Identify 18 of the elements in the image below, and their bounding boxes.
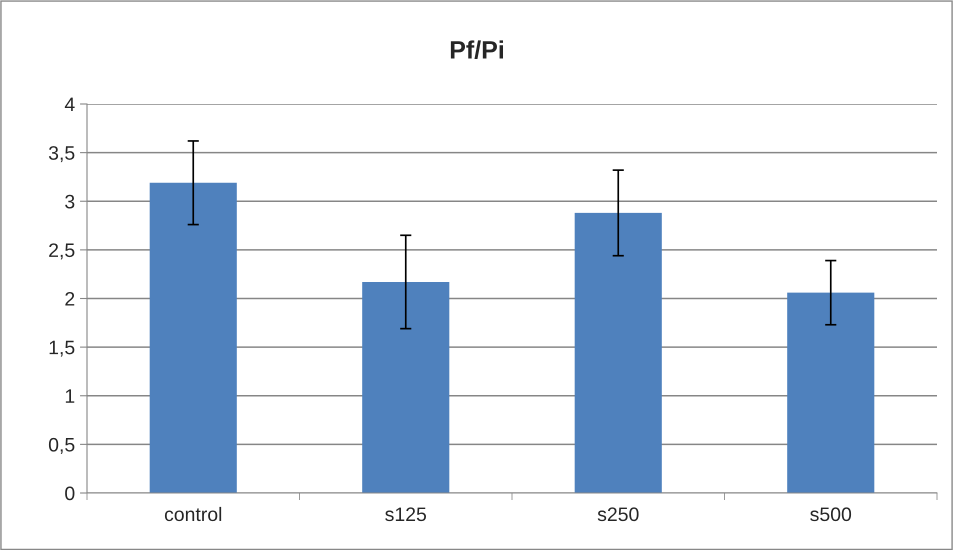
y-tick-label: 1,5 <box>50 340 74 357</box>
x-tick-label: control <box>164 506 222 522</box>
y-tick-label: 0,5 <box>48 438 74 454</box>
y-tick-label: 3 <box>65 194 74 208</box>
x-tick-label: s250 <box>598 507 639 522</box>
x-tick-label: s500 <box>810 507 852 522</box>
bar <box>362 282 450 493</box>
y-tick-label: 2 <box>65 292 74 306</box>
chart-title: Pf/Pi <box>450 40 504 59</box>
y-tick-label: 1 <box>66 389 74 403</box>
bar <box>787 292 874 493</box>
y-tick-label: 2,5 <box>49 243 74 260</box>
bar <box>574 212 662 493</box>
y-tick-label: 0 <box>65 486 74 500</box>
y-tick-label: 3,5 <box>48 146 74 162</box>
bar <box>150 182 237 493</box>
y-tick-label: 4 <box>64 98 75 112</box>
x-tick-label: s125 <box>385 507 426 522</box>
